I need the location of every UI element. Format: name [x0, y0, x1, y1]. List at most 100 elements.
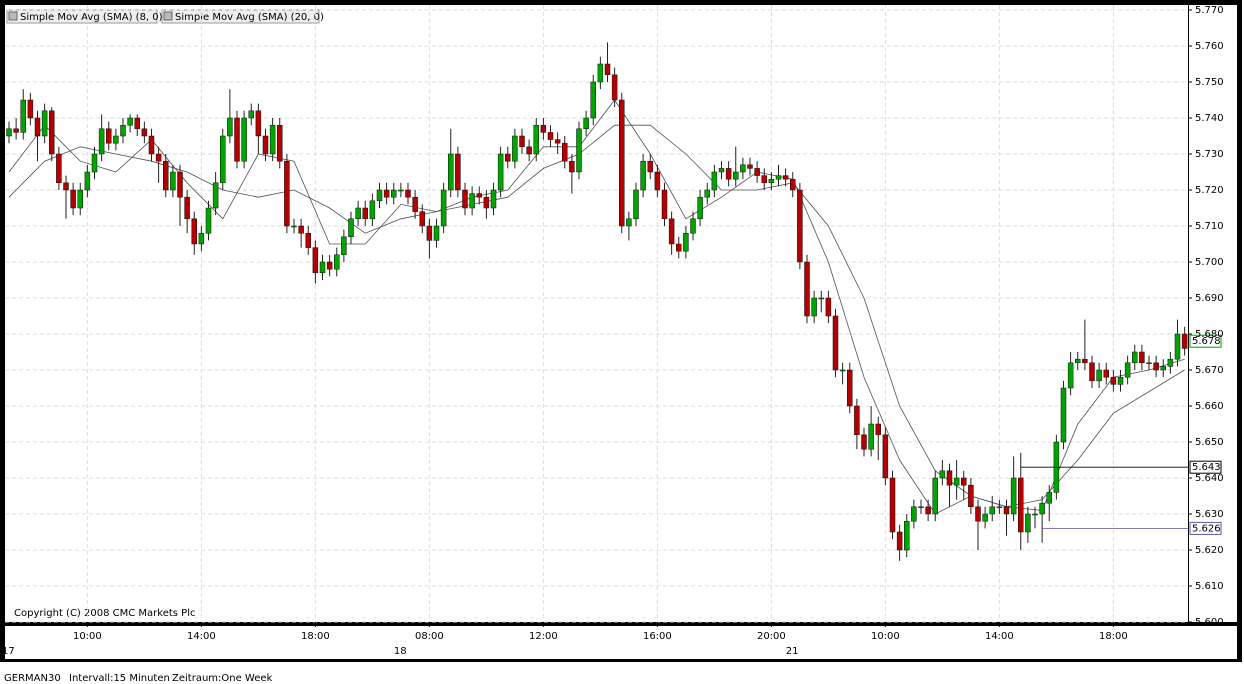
- candle-body: [804, 261, 810, 317]
- price-label: 5.678: [1192, 336, 1221, 347]
- candle-body: [362, 207, 368, 220]
- candle-body: [483, 196, 490, 209]
- candle-body: [918, 506, 924, 509]
- y-tick-label: 5.650: [1195, 437, 1224, 448]
- candle-body: [134, 117, 140, 130]
- legend: Simple Mov Avg (SMA) (8, 0) Simple Mov A…: [6, 9, 324, 24]
- candle-body: [305, 232, 311, 248]
- candle-body: [284, 160, 290, 227]
- candle-body: [754, 168, 760, 176]
- candle-body: [733, 171, 739, 180]
- candle-body: [832, 315, 839, 371]
- candle-body: [1153, 362, 1159, 371]
- candle-body: [227, 117, 233, 137]
- candle-body: [49, 110, 55, 155]
- x-tick-label: 18:00: [1099, 631, 1128, 642]
- candle-body: [163, 160, 169, 191]
- candle-body: [376, 189, 383, 202]
- candle-body: [98, 128, 105, 155]
- candle-body: [170, 171, 176, 191]
- y-tick-label: 5.710: [1195, 221, 1224, 232]
- candle-body: [1167, 358, 1174, 367]
- x-tick-label: 08:00: [415, 631, 444, 642]
- candle-body: [13, 128, 19, 133]
- status-interval: Intervall:15 Minuten: [69, 673, 170, 684]
- candle-body: [220, 135, 226, 184]
- candle-body: [590, 81, 596, 119]
- candle-body: [740, 164, 746, 173]
- candle-body: [1018, 477, 1024, 533]
- candle-body: [661, 189, 668, 220]
- candle-body: [27, 99, 34, 119]
- candle-body: [70, 189, 76, 209]
- candle-body: [597, 63, 604, 83]
- candle-body: [1103, 369, 1109, 378]
- y-tick-label: 5.610: [1195, 581, 1224, 592]
- candle-body: [426, 225, 433, 241]
- candle-body: [1046, 492, 1052, 504]
- close-icon[interactable]: [163, 11, 173, 21]
- plot-area: [5, 5, 1188, 622]
- candle-body: [690, 218, 696, 234]
- y-tick-label: 5.630: [1195, 509, 1224, 520]
- candle-body: [1124, 362, 1131, 378]
- y-axis-area: [1189, 5, 1237, 622]
- y-tick-label: 5.600: [1195, 617, 1224, 628]
- candle-body: [683, 232, 689, 252]
- candle-body: [640, 160, 646, 191]
- candle-body: [490, 189, 497, 209]
- candle-body: [469, 193, 475, 209]
- candle-body: [847, 369, 853, 407]
- candle-body: [63, 182, 69, 191]
- candle-body: [419, 211, 425, 227]
- candle-body: [106, 128, 112, 144]
- candle-body: [989, 506, 995, 515]
- candle-body: [262, 135, 269, 155]
- candle-body: [839, 369, 846, 372]
- x-tick-label: 14:00: [985, 631, 1014, 642]
- candle-body: [875, 423, 881, 436]
- candle-body: [654, 171, 661, 191]
- candle-body: [341, 236, 347, 256]
- close-icon[interactable]: [8, 11, 18, 21]
- candle-body: [205, 207, 212, 234]
- candle-body: [1039, 502, 1045, 515]
- day-label: 21: [786, 646, 799, 657]
- candle-body: [1082, 358, 1088, 364]
- candle-body: [562, 142, 568, 162]
- y-tick-label: 5.670: [1195, 365, 1224, 376]
- candle-body: [626, 218, 632, 227]
- candle-body: [996, 506, 1003, 509]
- candle-body: [462, 189, 468, 209]
- candle-body: [583, 117, 589, 130]
- candle-body: [191, 218, 197, 245]
- candle-body: [1089, 362, 1095, 382]
- candle-body: [619, 99, 625, 227]
- day-label: 17: [2, 646, 15, 657]
- candle-body: [1181, 333, 1188, 349]
- y-tick-label: 5.690: [1195, 293, 1224, 304]
- candle-body: [676, 243, 682, 252]
- candle-body: [1174, 333, 1181, 360]
- candle-body: [326, 261, 333, 270]
- candle-body: [1160, 366, 1166, 371]
- y-tick-label: 5.640: [1195, 473, 1224, 484]
- candle-body: [825, 297, 832, 317]
- candle-body: [533, 124, 539, 155]
- candle-body: [939, 470, 946, 479]
- candle-body: [212, 182, 219, 209]
- candle-body: [177, 171, 183, 198]
- x-tick-label: 16:00: [643, 631, 672, 642]
- candle-body: [747, 164, 753, 169]
- candle-body: [383, 189, 390, 198]
- candle-body: [647, 160, 653, 173]
- price-box: [1189, 334, 1222, 348]
- candle-body: [155, 153, 162, 162]
- candle-body: [448, 153, 454, 191]
- x-tick-label: 10:00: [871, 631, 900, 642]
- candle-body: [526, 146, 532, 155]
- candle-body: [811, 297, 817, 317]
- candle-body: [91, 153, 98, 173]
- candle-body: [1146, 362, 1152, 365]
- x-tick-label: 10:00: [73, 631, 102, 642]
